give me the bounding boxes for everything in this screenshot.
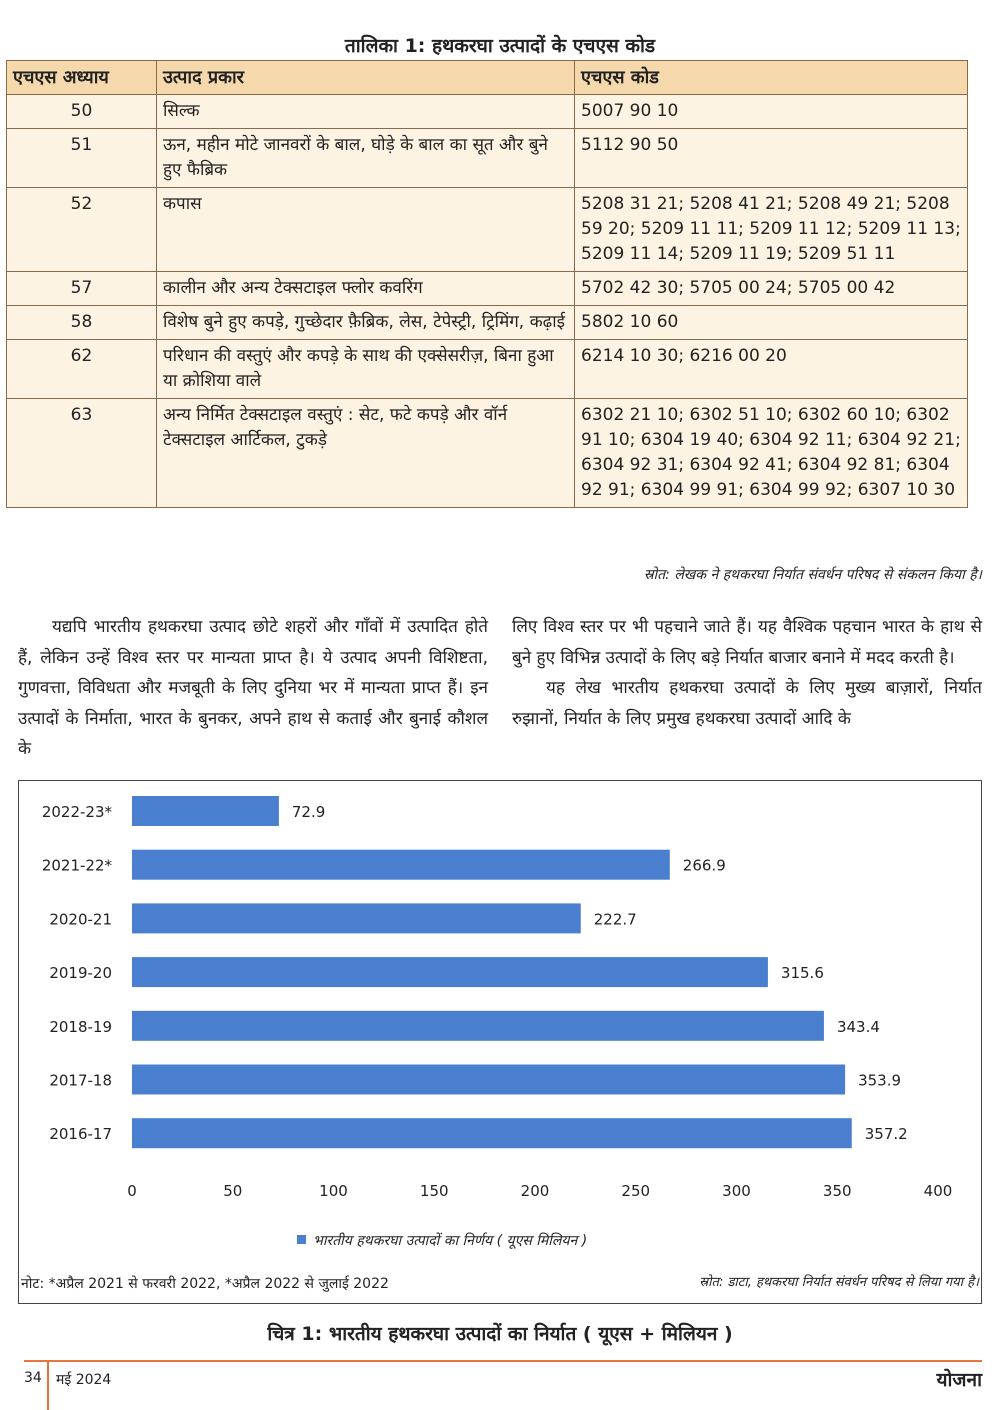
data-label: 357.2 <box>865 1125 908 1143</box>
bar <box>132 796 279 826</box>
category-label: 2017-18 <box>49 1072 112 1090</box>
chart-svg: 2022-23* 72.9 2021-22* 266.9 2020-21 222.7 201… <box>21 796 980 1292</box>
cell-chapter: 62 <box>6 339 157 399</box>
x-tick-label: 400 <box>924 1182 953 1200</box>
category-label: 2019-20 <box>49 964 112 982</box>
cell-product-type: सिल्क <box>156 94 575 129</box>
cell-hs-code: 5702 42 30; 5705 00 24; 5705 00 42 <box>574 271 968 306</box>
category-label: 2018-19 <box>49 1018 112 1036</box>
cell-hs-code: 6302 21 10; 6302 51 10; 6302 60 10; 6302… <box>574 398 968 508</box>
cell-product-type: कालीन और अन्य टेक्सटाइल फ्लोर कवरिंग <box>156 271 575 306</box>
data-label: 266.9 <box>683 857 726 875</box>
table-row: 62 परिधान की वस्तुएं और कपड़े के साथ की ए… <box>6 339 968 399</box>
category-label: 2020-21 <box>49 910 112 928</box>
paragraph: यह लेख भारतीय हथकरघा उत्पादों के लिए मुख… <box>512 678 982 729</box>
cell-chapter: 52 <box>6 187 157 272</box>
cell-chapter: 58 <box>6 305 157 340</box>
category-label: 2016-17 <box>49 1125 112 1143</box>
cell-product-type: परिधान की वस्तुएं और कपड़े के साथ की एक्… <box>156 339 575 399</box>
cell-hs-code: 5802 10 60 <box>574 305 968 340</box>
table-row: 51 ऊन, महीन मोटे जानवरों के बाल, घोड़े के… <box>6 128 968 188</box>
body-left-column: यद्यपि भारतीय हथकरघा उत्पाद छोटे शहरों औ… <box>18 617 488 759</box>
page-number: 34 <box>24 1370 42 1386</box>
cell-product-type: ऊन, महीन मोटे जानवरों के बाल, घोड़े के ब… <box>156 128 575 188</box>
cell-product-type: विशेष बुने हुए कपड़े, गुच्छेदार फ़ैब्रिक… <box>156 305 575 340</box>
cell-product-type: अन्य निर्मित टेक्सटाइल वस्तुएं : सेट, फट… <box>156 398 575 508</box>
cell-chapter: 63 <box>6 398 157 508</box>
x-tick-label: 100 <box>319 1182 348 1200</box>
chart-source: स्रोत: डाटा, हथकरघा निर्यात संवर्धन परिष… <box>699 1274 980 1290</box>
cell-hs-code: 5112 90 50 <box>574 128 968 188</box>
cell-hs-code: 5208 31 21; 5208 41 21; 5208 49 21; 5208… <box>574 187 968 272</box>
x-tick-label: 300 <box>722 1182 751 1200</box>
header-hs-code: एचएस कोड <box>574 60 968 95</box>
x-tick-label: 0 <box>127 1182 137 1200</box>
data-label: 343.4 <box>837 1018 880 1036</box>
footer-rule <box>24 1360 982 1362</box>
x-tick-label: 50 <box>223 1182 242 1200</box>
table-source: स्रोत: लेखक ने हथकरघा निर्यात संवर्धन पर… <box>643 567 982 583</box>
issue-date: मई 2024 <box>56 1372 112 1388</box>
legend-label: भारतीय हथकरघा उत्पादों का निर्णय ( यूएस … <box>313 1232 587 1249</box>
cell-hs-code: 5007 90 10 <box>574 94 968 129</box>
footer-divider <box>47 1362 49 1410</box>
body-right-column: लिए विश्व स्तर पर भी पहचाने जाते हैं। यह… <box>512 612 982 734</box>
magazine-name: योजना <box>936 1369 982 1391</box>
chart-note: नोट: *अप्रैल 2021 से फरवरी 2022, *अप्रैल… <box>21 1275 389 1292</box>
table-header-row: एचएस अध्याय उत्पाद प्रकार एचएस कोड <box>6 60 968 95</box>
x-tick-label: 350 <box>823 1182 852 1200</box>
cell-product-type: कपास <box>156 187 575 272</box>
table-row: 63 अन्य निर्मित टेक्सटाइल वस्तुएं : सेट, … <box>6 398 968 508</box>
category-label: 2022-23* <box>42 803 113 821</box>
table-row: 50 सिल्क 5007 90 10 <box>6 94 968 129</box>
table-row: 52 कपास 5208 31 21; 5208 41 21; 5208 49 21… <box>6 187 968 272</box>
bar <box>132 1118 852 1149</box>
header-product-type: उत्पाद प्रकार <box>156 60 575 95</box>
cell-chapter: 50 <box>6 94 157 129</box>
data-label: 315.6 <box>781 964 824 982</box>
hs-code-table: एचएस अध्याय उत्पाद प्रकार एचएस कोड 50 सिल… <box>6 60 968 508</box>
data-label: 222.7 <box>594 910 637 928</box>
category-label: 2021-22* <box>42 857 113 875</box>
cell-chapter: 51 <box>6 128 157 188</box>
table-row: 57 कालीन और अन्य टेक्सटाइल फ्लोर कवरिंग 57… <box>6 271 968 306</box>
figure-caption: चित्र 1: भारतीय हथकरघा उत्पादों का निर्य… <box>267 1323 733 1345</box>
bar <box>132 957 768 988</box>
paragraph: लिए विश्व स्तर पर भी पहचाने जाते हैं। यह… <box>512 617 982 668</box>
bar <box>132 903 581 934</box>
data-label: 72.9 <box>292 803 325 821</box>
x-tick-label: 200 <box>521 1182 550 1200</box>
header-chapter: एचएस अध्याय <box>6 60 157 95</box>
x-tick-label: 250 <box>621 1182 650 1200</box>
bar <box>132 849 670 880</box>
cell-hs-code: 6214 10 30; 6216 00 20 <box>574 339 968 399</box>
x-tick-label: 150 <box>420 1182 449 1200</box>
legend-swatch <box>297 1235 306 1244</box>
table-row: 58 विशेष बुने हुए कपड़े, गुच्छेदार फ़ैब्र… <box>6 305 968 340</box>
table-caption: तालिका 1: हथकरघा उत्पादों के एचएस कोड <box>344 35 656 57</box>
cell-chapter: 57 <box>6 271 157 306</box>
export-bar-chart: 2022-23* 72.9 2021-22* 266.9 2020-21 222.7 201… <box>18 780 982 1304</box>
bar <box>132 1064 846 1095</box>
bar <box>132 1010 824 1041</box>
data-label: 353.9 <box>858 1072 901 1090</box>
